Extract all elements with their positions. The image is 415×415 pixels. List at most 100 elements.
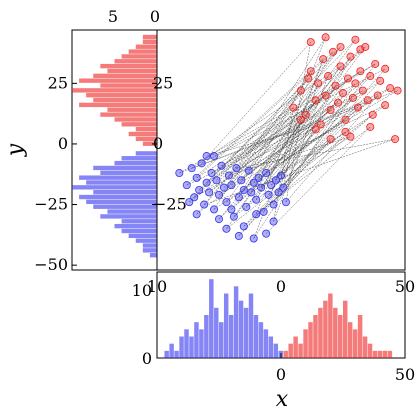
left-histogram-bar xyxy=(142,243,157,248)
left-histogram-bar xyxy=(93,204,157,209)
connection-line xyxy=(226,119,346,203)
left-histogram-bar xyxy=(149,253,157,258)
red-point xyxy=(301,110,310,119)
bottom-histogram-bar xyxy=(283,350,288,358)
bottom-histogram-bar xyxy=(189,336,194,358)
bottom-histogram-bar xyxy=(293,336,298,358)
blue-point xyxy=(212,176,221,185)
main-y-tick-label: 25 xyxy=(153,73,173,92)
blue-point xyxy=(222,224,231,233)
bottom-histogram-bar xyxy=(347,322,353,358)
blue-point xyxy=(249,234,258,243)
connection-line xyxy=(248,104,386,171)
blue-point xyxy=(227,181,236,190)
connection-line xyxy=(211,71,361,174)
blue-point xyxy=(269,217,278,226)
red-point xyxy=(329,47,338,56)
blue-point xyxy=(234,193,243,202)
main-scatter-frame xyxy=(156,29,406,271)
connection-line xyxy=(285,95,378,203)
bottom-histogram-bar xyxy=(362,336,368,358)
bottom-left-tick-0: 0 xyxy=(142,349,152,368)
left-histogram-bar xyxy=(93,190,157,195)
left-histogram-bar xyxy=(121,219,157,224)
connection-line xyxy=(258,119,346,179)
blue-point xyxy=(237,176,246,185)
connection-line xyxy=(198,46,341,191)
blue-point xyxy=(252,210,261,219)
blue-point xyxy=(257,183,266,192)
bottom-histogram-bar xyxy=(352,329,358,358)
blue-point xyxy=(202,178,211,187)
blue-point xyxy=(207,169,216,178)
red-point xyxy=(381,101,390,110)
blue-point xyxy=(227,205,236,214)
connection-line xyxy=(218,114,306,196)
blue-point xyxy=(210,152,219,161)
blue-point xyxy=(234,232,243,241)
bottom-histogram-bar xyxy=(164,350,169,358)
left-histogram-bar xyxy=(72,88,157,93)
red-point xyxy=(373,91,382,100)
connection-line xyxy=(253,83,356,239)
blue-point xyxy=(214,190,223,199)
blue-point xyxy=(249,178,258,187)
connection-line xyxy=(260,56,351,188)
connection-line xyxy=(251,131,346,193)
bottom-histogram-bar xyxy=(258,322,264,358)
connection-line xyxy=(189,78,309,203)
blue-point xyxy=(175,169,184,178)
connection-line xyxy=(246,46,366,208)
red-point xyxy=(366,122,375,131)
red-point xyxy=(321,91,330,100)
bottom-histogram-bar xyxy=(253,315,259,358)
red-point xyxy=(314,79,323,88)
left-histogram-bar xyxy=(142,39,157,45)
connection-line xyxy=(278,97,354,193)
bottom-histogram-bar xyxy=(243,307,249,358)
connection-line xyxy=(186,58,324,186)
red-point xyxy=(366,72,375,81)
blue-point xyxy=(197,159,206,168)
red-point xyxy=(326,106,335,115)
connection-line xyxy=(280,75,371,176)
connection-line xyxy=(204,138,396,205)
connection-line xyxy=(194,107,294,198)
red-point xyxy=(363,96,372,105)
bottom-histogram-bar xyxy=(323,300,328,358)
connection-line xyxy=(208,85,336,193)
connection-line xyxy=(243,100,316,191)
main-y-tick-label: 0 xyxy=(153,134,163,153)
red-point xyxy=(368,110,377,119)
bottom-histogram-bar xyxy=(228,315,234,358)
left-histogram-bar xyxy=(121,228,157,234)
left-y-tick-label: 0 xyxy=(58,134,68,153)
connection-line xyxy=(253,59,324,239)
bottom-histogram-bar xyxy=(219,322,224,358)
red-point xyxy=(381,64,390,73)
red-point xyxy=(324,72,333,81)
blue-point xyxy=(267,181,276,190)
connection-line xyxy=(199,71,361,191)
blue-point xyxy=(247,188,256,197)
left-histogram-bar xyxy=(114,160,157,166)
connection-line xyxy=(285,119,302,203)
red-point xyxy=(348,93,357,102)
bottom-histogram-bar xyxy=(288,343,293,358)
scatter-points xyxy=(175,33,402,243)
left-histogram-bar xyxy=(72,185,157,190)
left-histogram-bar xyxy=(121,122,157,127)
blue-point xyxy=(187,164,196,173)
left-histogram-bar xyxy=(135,44,157,49)
bottom-x-tick-label: 50 xyxy=(395,365,415,384)
bottom-histogram-bar xyxy=(328,293,333,358)
bottom-histogram-bar xyxy=(263,329,269,358)
left-histogram-bar xyxy=(142,141,157,146)
blue-point xyxy=(192,173,201,182)
red-point xyxy=(353,103,362,112)
left-histogram-bar xyxy=(93,97,157,103)
bottom-histogram-bar xyxy=(313,315,318,358)
bottom-histogram-bar xyxy=(333,307,338,358)
connection-line xyxy=(263,138,331,212)
